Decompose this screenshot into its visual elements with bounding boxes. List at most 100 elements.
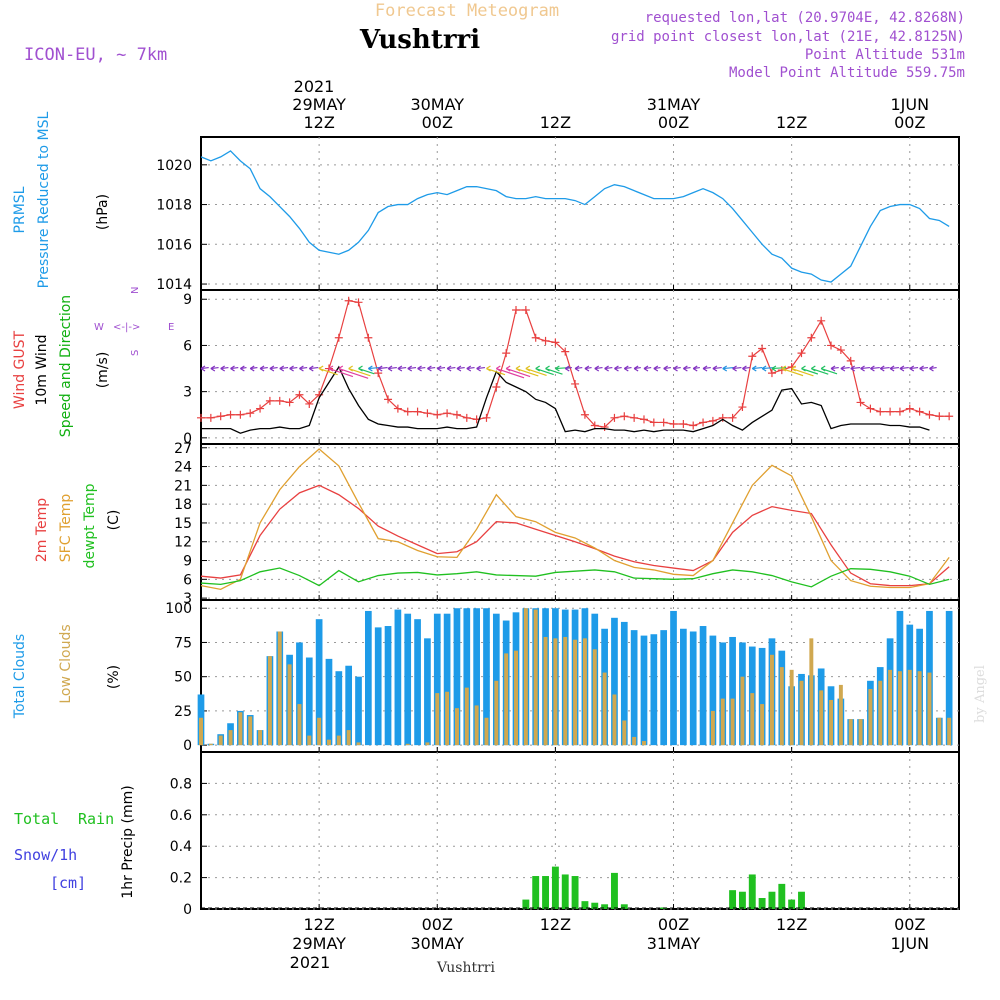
wind-arrow-shaft xyxy=(840,366,850,370)
wind-gust-marker xyxy=(708,416,717,425)
total-cloud-bar xyxy=(404,613,412,746)
low-cloud-bar xyxy=(789,669,794,746)
wind-gust-marker xyxy=(403,407,412,416)
wind-gust-marker xyxy=(541,336,550,345)
total-cloud-bar xyxy=(483,608,490,746)
wind-arrow-head xyxy=(801,365,806,372)
bottom-date-label: 1JUN xyxy=(890,934,929,953)
total-cloud-bar xyxy=(394,609,402,746)
panel-frame xyxy=(200,136,960,291)
bottom-hour-label: 00Z xyxy=(658,915,689,934)
wind-arrow-head xyxy=(466,365,472,372)
wind-direction-arrow xyxy=(515,365,539,377)
wind-gust-marker xyxy=(610,413,619,422)
compass-center: <-|-> xyxy=(113,322,140,333)
wind-direction-arrow xyxy=(318,365,338,376)
wind-direction-arrow xyxy=(830,365,839,372)
low-cloud-bar xyxy=(454,708,459,746)
low-cloud-bar xyxy=(346,730,351,746)
top-date-label: 29MAY xyxy=(292,95,346,114)
model-altitude: Model Point Altitude 559.75m xyxy=(729,65,965,81)
wind-arrow-head xyxy=(368,365,373,372)
wind-arrow-head xyxy=(771,365,777,372)
wind-arrow-head xyxy=(633,365,639,372)
wind-direction-arrow xyxy=(328,365,354,378)
requested-coords: requested lon,lat (20.9704E, 42.8268N) xyxy=(645,10,965,26)
total-cloud-bar xyxy=(296,642,303,746)
wind-gust-marker xyxy=(413,407,422,416)
precip-label-rain: Rain xyxy=(78,810,114,828)
pressure-panel: 1014 1016 1018 1020 xyxy=(156,136,960,293)
wind-arrow-head xyxy=(840,365,846,372)
low-cloud-bar xyxy=(720,698,725,746)
low-cloud-bar xyxy=(632,736,637,746)
bottom-hour-label: 00Z xyxy=(894,915,925,934)
y-tick-label: 0 xyxy=(183,738,192,754)
low-cloud-bar xyxy=(267,656,272,746)
wind-arrow-shaft xyxy=(358,367,375,375)
wind-arrow-head xyxy=(230,365,235,372)
wind-gust-marker xyxy=(246,409,255,418)
wind-arrow-head xyxy=(318,365,324,372)
total-cloud-bar xyxy=(453,608,461,746)
wind-arrow-head xyxy=(240,365,245,372)
panel-frame xyxy=(200,751,960,910)
wind-direction-arrow xyxy=(584,365,592,372)
wind-arrow-head xyxy=(496,365,501,372)
wind-gust-marker xyxy=(915,407,924,416)
low-cloud-bar xyxy=(750,693,755,746)
wind-gust-marker xyxy=(748,352,757,361)
y-tick-label: 21 xyxy=(174,478,192,494)
wind-gust-marker xyxy=(295,390,304,399)
low-cloud-bar xyxy=(947,717,952,746)
wind-direction-arrow xyxy=(633,365,641,372)
wind-direction-arrow xyxy=(308,365,319,372)
wind-arrow-head xyxy=(564,365,570,372)
bottom-hour-label: 12Z xyxy=(776,915,807,934)
wind-gust-marker xyxy=(758,344,767,353)
rain-bar xyxy=(778,883,786,909)
low-cloud-bar xyxy=(769,654,774,746)
wind-gust-marker xyxy=(443,409,452,418)
wind-gust-marker xyxy=(807,333,816,342)
wind-arrow-shaft xyxy=(811,367,829,375)
precipitation-panel: 0 0.2 0.4 0.6 0.8 xyxy=(170,751,960,918)
wind-gust-marker xyxy=(551,338,560,347)
wind-gust-marker xyxy=(817,316,826,325)
cloud-label-low: Low Clouds xyxy=(58,624,74,703)
wind-gust-marker xyxy=(285,398,294,407)
wind-gust-marker xyxy=(935,412,944,421)
wind-gust-marker xyxy=(374,369,383,378)
wind-direction-arrow xyxy=(338,365,369,379)
wind-direction-arrow xyxy=(791,365,814,377)
top-hour-label: 12Z xyxy=(540,113,571,132)
wind-arrow-head xyxy=(742,365,747,372)
low-cloud-bar xyxy=(907,669,912,746)
wind-gust-marker xyxy=(216,412,225,421)
total-cloud-bar xyxy=(689,631,697,746)
low-cloud-bar xyxy=(553,638,558,746)
wind-arrow-head xyxy=(397,365,403,372)
temp-dewpt-line xyxy=(201,567,950,588)
wind-gust-marker xyxy=(344,296,353,305)
low-cloud-bar xyxy=(425,742,430,746)
wind-gust-marker xyxy=(620,412,629,421)
wind-gust-marker xyxy=(925,410,934,419)
wind-direction-arrow xyxy=(653,365,661,372)
panel-frame xyxy=(200,289,960,445)
wind-arrow-head xyxy=(702,365,708,372)
low-cloud-bar xyxy=(199,717,203,746)
y-tick-label: 18 xyxy=(174,497,192,513)
rain-bar xyxy=(611,872,618,909)
wind-gust-marker xyxy=(886,407,895,416)
low-cloud-bar xyxy=(307,735,312,746)
y-tick-label: 3 xyxy=(183,385,192,401)
low-cloud-bar xyxy=(543,636,548,746)
rain-bar xyxy=(738,891,746,909)
wind-arrow-head xyxy=(249,365,255,372)
wind-gust-marker xyxy=(492,383,501,392)
bottom-date-label: 30MAY xyxy=(410,934,464,953)
total-cloud-bar xyxy=(719,642,727,746)
wind-direction-arrow xyxy=(299,365,308,372)
wind-direction-arrow xyxy=(210,365,219,372)
